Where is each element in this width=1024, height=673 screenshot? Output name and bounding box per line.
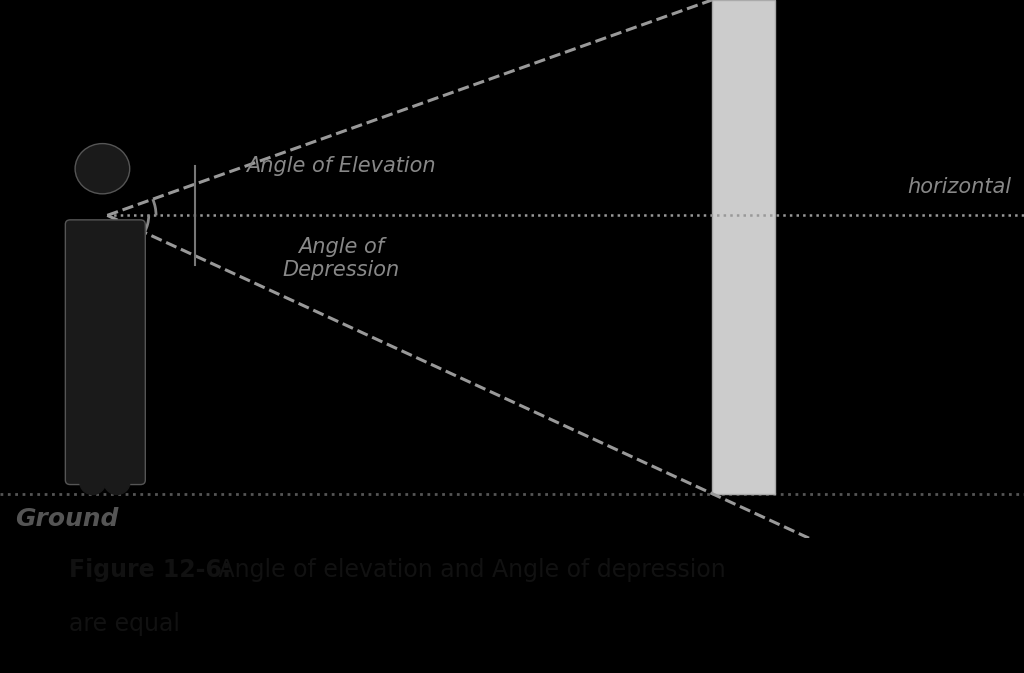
Text: are equal: are equal xyxy=(69,612,179,636)
Text: Figure 12-6:: Figure 12-6: xyxy=(69,558,230,582)
Text: Angle of
Depression: Angle of Depression xyxy=(283,237,400,280)
Text: Angle of Elevation: Angle of Elevation xyxy=(247,156,436,176)
Text: Angle of elevation and Angle of depression: Angle of elevation and Angle of depressi… xyxy=(212,558,726,582)
Bar xyxy=(712,0,775,493)
Circle shape xyxy=(80,471,105,495)
Circle shape xyxy=(104,471,130,495)
Text: Ground: Ground xyxy=(14,507,118,531)
FancyBboxPatch shape xyxy=(66,220,145,485)
Circle shape xyxy=(75,143,130,194)
Text: horizontal: horizontal xyxy=(907,178,1011,197)
